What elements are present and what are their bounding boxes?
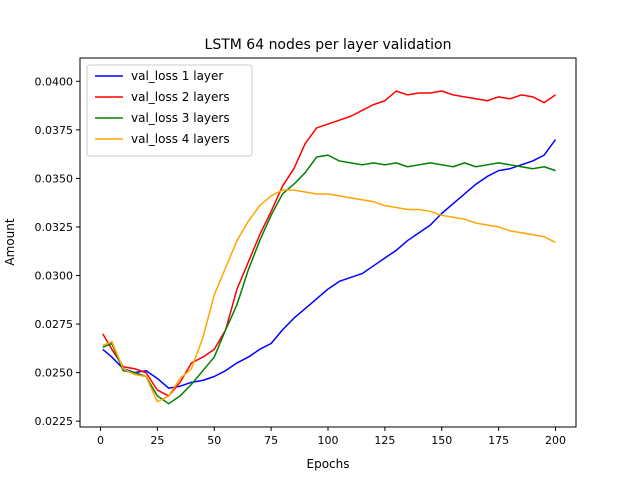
series-line-2 [102, 90, 556, 397]
x-axis-ticks: 0 25 50 75 100 125 150 175 200 [97, 427, 566, 447]
x-axis-label: Epochs [307, 457, 350, 471]
x-tick-label: 25 [150, 434, 164, 447]
x-tick-label: 200 [545, 434, 566, 447]
y-tick-label: 0.0375 [35, 124, 74, 137]
x-tick-label: 0 [97, 434, 104, 447]
x-tick-label: 175 [488, 434, 509, 447]
y-tick-label: 0.0225 [35, 415, 74, 428]
series-line-4 [102, 189, 556, 403]
axes-frame [79, 57, 577, 428]
y-tick-label: 0.0325 [35, 221, 74, 234]
y-axis-label: Amount [3, 218, 17, 265]
series-line-3 [102, 154, 556, 405]
x-tick-label: 50 [207, 434, 221, 447]
legend-label-3: val_loss 3 layers [131, 111, 230, 125]
x-tick-label: 150 [431, 434, 452, 447]
y-tick-label: 0.0275 [35, 318, 74, 331]
y-tick-label: 0.0350 [35, 172, 74, 185]
x-tick-label: 75 [264, 434, 278, 447]
chart-title: LSTM 64 nodes per layer validation [205, 37, 452, 53]
legend-box [86, 64, 253, 157]
y-tick-label: 0.0400 [35, 75, 74, 88]
legend: val_loss 1 layer val_loss 2 layers val_los… [86, 64, 253, 157]
x-tick-label: 100 [318, 434, 339, 447]
legend-label-4: val_loss 4 layers [131, 132, 230, 146]
y-tick-label: 0.0250 [35, 367, 74, 380]
legend-label-2: val_loss 2 layers [131, 90, 230, 104]
y-axis-ticks: 0.0225 0.0250 0.0275 0.0300 0.0325 0.0350 0.03… [35, 75, 80, 428]
legend-label-1: val_loss 1 layer [131, 69, 223, 83]
plot-area [102, 90, 557, 405]
y-tick-label: 0.0300 [35, 270, 74, 283]
x-tick-label: 125 [374, 434, 395, 447]
